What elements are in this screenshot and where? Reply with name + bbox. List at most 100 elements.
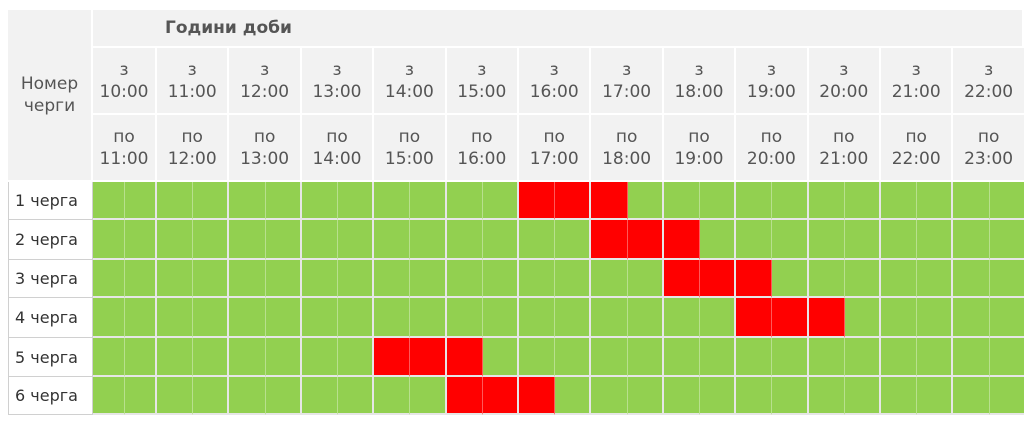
power-slot (374, 377, 411, 415)
to-header: по 16:00 (446, 115, 519, 182)
to-prefix: по (615, 126, 638, 147)
to-prefix: по (543, 126, 565, 147)
power-slot (125, 338, 157, 377)
power-slot (736, 377, 773, 415)
to-header: по 15:00 (374, 115, 447, 182)
power-slot (700, 338, 737, 377)
power-slot (125, 377, 157, 415)
from-header: з 14:00 (374, 48, 447, 115)
power-slot (519, 298, 556, 338)
to-header: по 19:00 (663, 115, 737, 182)
power-slot (772, 260, 809, 298)
from-header: з 19:00 (736, 48, 809, 115)
power-slot (157, 260, 194, 298)
power-slot (917, 338, 954, 377)
from-header: з 18:00 (663, 48, 737, 115)
power-slot (555, 298, 592, 338)
power-slot (989, 338, 1024, 377)
outage-slot (374, 338, 411, 377)
power-slot (953, 260, 990, 298)
power-slot (519, 260, 556, 298)
power-slot (736, 182, 773, 220)
power-slot (700, 377, 737, 415)
to-time: 20:00 (746, 148, 796, 169)
power-slot (953, 298, 990, 338)
power-slot (772, 338, 809, 377)
to-header: по 17:00 (519, 115, 592, 182)
to-prefix: по (977, 126, 1000, 147)
to-header: по 23:00 (953, 115, 1024, 182)
power-slot (591, 298, 628, 338)
power-slot (881, 220, 918, 260)
from-header: з 15:00 (446, 48, 519, 115)
power-slot (229, 182, 266, 220)
power-slot (627, 377, 664, 415)
from-header: з 22:00 (953, 48, 1024, 115)
power-slot (157, 182, 194, 220)
power-slot (125, 298, 157, 338)
power-slot (265, 220, 302, 260)
power-slot (700, 220, 737, 260)
power-slot (881, 182, 918, 220)
power-slot (591, 338, 628, 377)
to-prefix: по (833, 126, 855, 147)
power-slot (410, 182, 447, 220)
from-time: 10:00 (99, 81, 149, 102)
power-slot (808, 260, 845, 298)
to-header: по 22:00 (881, 115, 954, 182)
power-slot (917, 220, 954, 260)
power-slot (519, 220, 556, 260)
power-slot (736, 338, 773, 377)
power-slot (772, 182, 809, 220)
from-time: 11:00 (167, 81, 217, 102)
from-prefix: з (549, 59, 559, 80)
to-time: 19:00 (674, 148, 724, 169)
power-slot (193, 182, 230, 220)
from-header: з 12:00 (229, 48, 302, 115)
power-slot (374, 220, 411, 260)
to-header: по 21:00 (808, 115, 881, 182)
power-slot (953, 377, 990, 415)
from-time: 16:00 (529, 81, 579, 102)
to-header: по 13:00 (229, 115, 302, 182)
from-time: 14:00 (384, 81, 434, 102)
to-time: 16:00 (457, 148, 507, 169)
power-slot (301, 220, 338, 260)
power-slot (989, 377, 1024, 415)
power-slot (229, 338, 266, 377)
power-slot (265, 260, 302, 298)
to-time: 15:00 (384, 148, 434, 169)
from-time: 12:00 (240, 81, 290, 102)
power-slot (808, 338, 845, 377)
outage-slot (736, 260, 773, 298)
queue-label: 1 черга (8, 182, 93, 220)
power-slot (808, 182, 845, 220)
power-slot (881, 260, 918, 298)
to-header: по 14:00 (301, 115, 375, 182)
outage-slot (591, 220, 628, 260)
to-time: 21:00 (819, 148, 869, 169)
queue-label: 6 черга (8, 377, 93, 415)
outage-slot (519, 182, 556, 220)
outage-slot (410, 338, 447, 377)
to-time: 12:00 (167, 148, 217, 169)
queue-label: 4 черга (8, 298, 93, 338)
power-slot (482, 260, 519, 298)
power-slot (125, 260, 157, 298)
power-slot (229, 260, 266, 298)
power-slot (555, 220, 592, 260)
power-slot (338, 182, 375, 220)
power-slot (157, 338, 194, 377)
from-header: з 21:00 (881, 48, 954, 115)
power-slot (265, 338, 302, 377)
power-slot (410, 377, 447, 415)
power-slot (663, 298, 700, 338)
power-slot (446, 298, 483, 338)
power-slot (446, 220, 483, 260)
from-prefix: з (984, 59, 994, 80)
power-slot (265, 298, 302, 338)
power-slot (93, 298, 125, 338)
queue-label: 5 черга (8, 338, 93, 377)
power-slot (93, 338, 125, 377)
